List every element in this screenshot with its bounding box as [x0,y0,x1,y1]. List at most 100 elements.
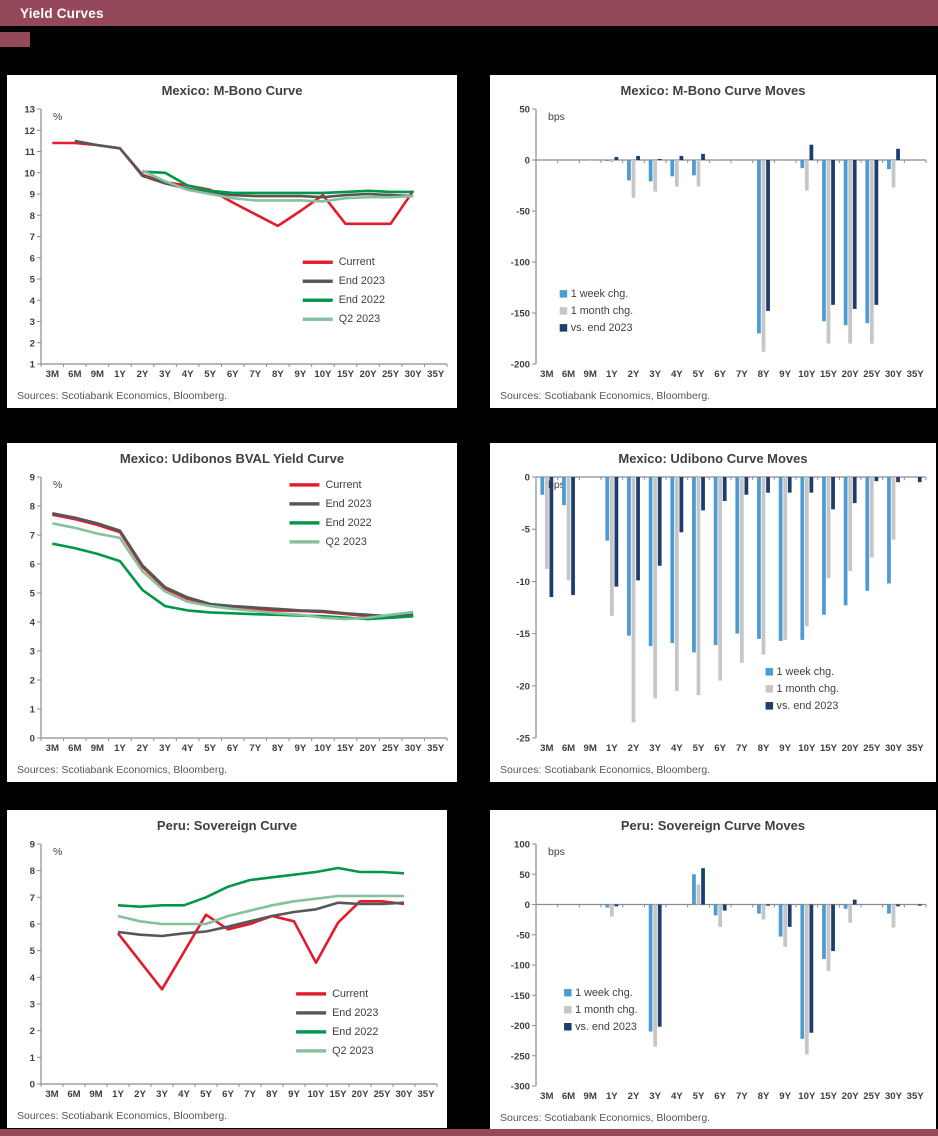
x-tick-label: 15Y [820,743,838,754]
series-bar [843,477,848,606]
legend-swatch [559,307,568,315]
x-tick-label: 9M [584,1091,597,1102]
y-tick-label: 1 [30,705,36,716]
series-line [117,894,404,926]
series-bar [701,153,705,160]
x-tick-label: 8Y [272,743,284,754]
x-tick-label: 2Y [628,369,640,380]
y-tick-label: 7 [30,232,35,243]
y-tick-label: 9 [30,190,35,201]
series-bar [566,477,571,581]
y-tick-label: 13 [24,105,35,116]
x-tick-label: 15Y [337,369,355,380]
legend-swatch [564,989,572,997]
x-tick-label: 9M [89,1089,102,1100]
series-bar [540,477,545,495]
x-tick-label: 4Y [178,1089,190,1100]
legend-label: 1 week chg. [575,987,633,999]
series-bar [627,477,631,636]
x-tick-label: 25Y [863,1091,881,1102]
y-tick-label: 4 [30,618,36,629]
x-tick-label: 25Y [863,743,881,754]
sources-note: Sources: Scotiabank Economics, Bloomberg… [500,390,711,402]
series-bar [761,477,766,655]
sources-note: Sources: Scotiabank Economics, Bloomberg… [17,764,228,776]
y-tick-label: 3 [30,317,35,328]
series-bar [891,160,896,188]
series-bar [783,477,788,640]
x-tick-label: 15Y [820,369,838,380]
series-bar [804,477,809,627]
panel-mexico-udibonos-curve: Mexico: Udibonos BVAL Yield Curve 9 8 7 6 5 4… [7,443,457,782]
series-bar [761,160,766,352]
legend-swatch [296,992,327,996]
series-bar [657,477,662,566]
legend-label: Current [332,988,368,1000]
series-bar [588,160,593,162]
series-bar [722,477,727,502]
x-tick-label: 30Y [885,1091,903,1102]
series-bar [735,477,740,634]
series-bar [614,477,619,587]
chart-title: Mexico: Udibonos BVAL Yield Curve [119,451,345,466]
y-tick-label: 3 [30,1000,35,1011]
bottom-accent-strip [0,1129,938,1136]
x-tick-label: 4Y [671,1091,683,1102]
x-tick-label: 9M [91,743,104,754]
series-bar [887,904,891,914]
x-tick-label: 6Y [714,1091,726,1102]
series-bar [757,160,761,334]
y-tick-label: 8 [30,866,36,877]
y-tick-label: -50 [516,930,530,941]
y-tick-label: 7 [30,893,35,904]
chart-title: Peru: Sovereign Curve [156,818,298,833]
y-tick-label: 9 [30,840,35,851]
x-tick-label: 30Y [405,743,423,754]
series-bar [800,477,805,640]
series-bar [787,904,792,927]
series-bar [874,160,879,305]
x-tick-label: 5Y [693,743,705,754]
x-tick-label: 4Y [182,743,194,754]
x-tick-label: 6Y [227,369,239,380]
x-tick-label: 6M [68,743,81,754]
series-bar [692,477,696,653]
x-tick-label: 30Y [395,1089,413,1100]
series-bar [761,904,766,920]
x-tick-label: 3Y [156,1089,168,1100]
x-tick-label: 5Y [204,369,216,380]
y-tick-label: 3 [30,647,35,658]
x-tick-label: 3M [46,743,59,754]
series-bar [674,477,679,692]
x-tick-label: 7Y [736,1091,748,1102]
series-bar [696,160,701,187]
x-tick-label: 20Y [842,743,860,754]
y-tick-label: -20 [516,681,530,692]
series-bar [809,144,814,160]
x-tick-label: 10Y [307,1089,325,1100]
y-tick-label: -100 [511,961,530,972]
x-tick-label: 3M [540,1091,553,1102]
legend-label: End 2022 [332,1026,378,1038]
x-tick-label: 2Y [137,743,149,754]
x-tick-label: 3Y [159,369,171,380]
panel-mexico-mbono-curve: Mexico: M-Bono Curve 13 12 11 10 9 8 7 6 5 4 3 2 1 3M… [7,75,457,408]
accent-block [0,32,30,47]
legend-label: vs. end 2023 [777,700,839,712]
series-bar [636,155,640,160]
x-tick-label: 35Y [427,369,445,380]
x-tick-label: 3M [540,743,553,754]
x-tick-label: 25Y [863,369,881,380]
legend-label: 1 month chg. [571,305,633,317]
series-bar [657,158,662,160]
series-bar [865,160,870,324]
x-tick-label: 9M [91,369,104,380]
x-tick-label: 15Y [820,1091,838,1102]
y-tick-label: 12 [24,126,35,137]
x-tick-label: 35Y [427,743,445,754]
x-tick-label: 25Y [382,369,400,380]
x-tick-label: 5Y [204,743,216,754]
axis-unit-label: % [53,846,62,858]
axis-unit-label: bps [548,846,565,858]
series-bar [848,160,853,344]
